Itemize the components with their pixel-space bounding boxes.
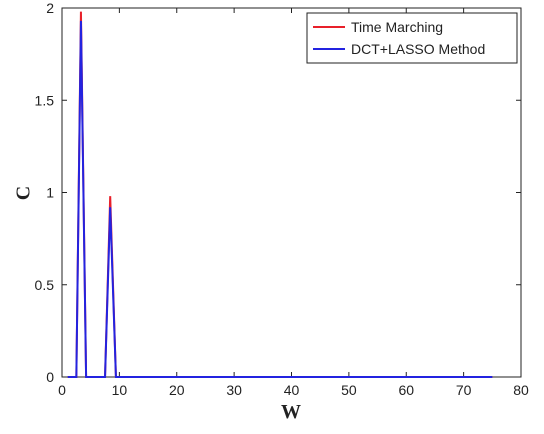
y-tick-label: 1 xyxy=(46,185,54,201)
legend: Time Marching DCT+LASSO Method xyxy=(306,12,518,64)
x-tick-label: 80 xyxy=(513,382,529,398)
y-tick-label: 2 xyxy=(46,0,54,16)
x-tick-label: 20 xyxy=(169,382,185,398)
y-tick-label: 1.5 xyxy=(35,92,55,108)
x-tick-label: 50 xyxy=(341,382,357,398)
x-tick-label: 10 xyxy=(112,382,128,398)
plot-frame xyxy=(61,7,522,378)
x-tick-label: 30 xyxy=(226,382,242,398)
y-axis-label: C xyxy=(13,186,35,200)
x-tick-label: 60 xyxy=(398,382,414,398)
legend-label: Time Marching xyxy=(351,19,443,35)
x-tick-label: 70 xyxy=(456,382,472,398)
legend-label: DCT+LASSO Method xyxy=(351,41,485,57)
y-tick-label: 0.5 xyxy=(35,277,55,293)
x-axis-label: W xyxy=(281,401,301,423)
x-tick-label: 0 xyxy=(58,382,66,398)
series-line xyxy=(67,20,493,378)
x-tick-label: 40 xyxy=(284,382,300,398)
y-tick-label: 0 xyxy=(46,369,54,385)
legend-box xyxy=(306,12,518,64)
